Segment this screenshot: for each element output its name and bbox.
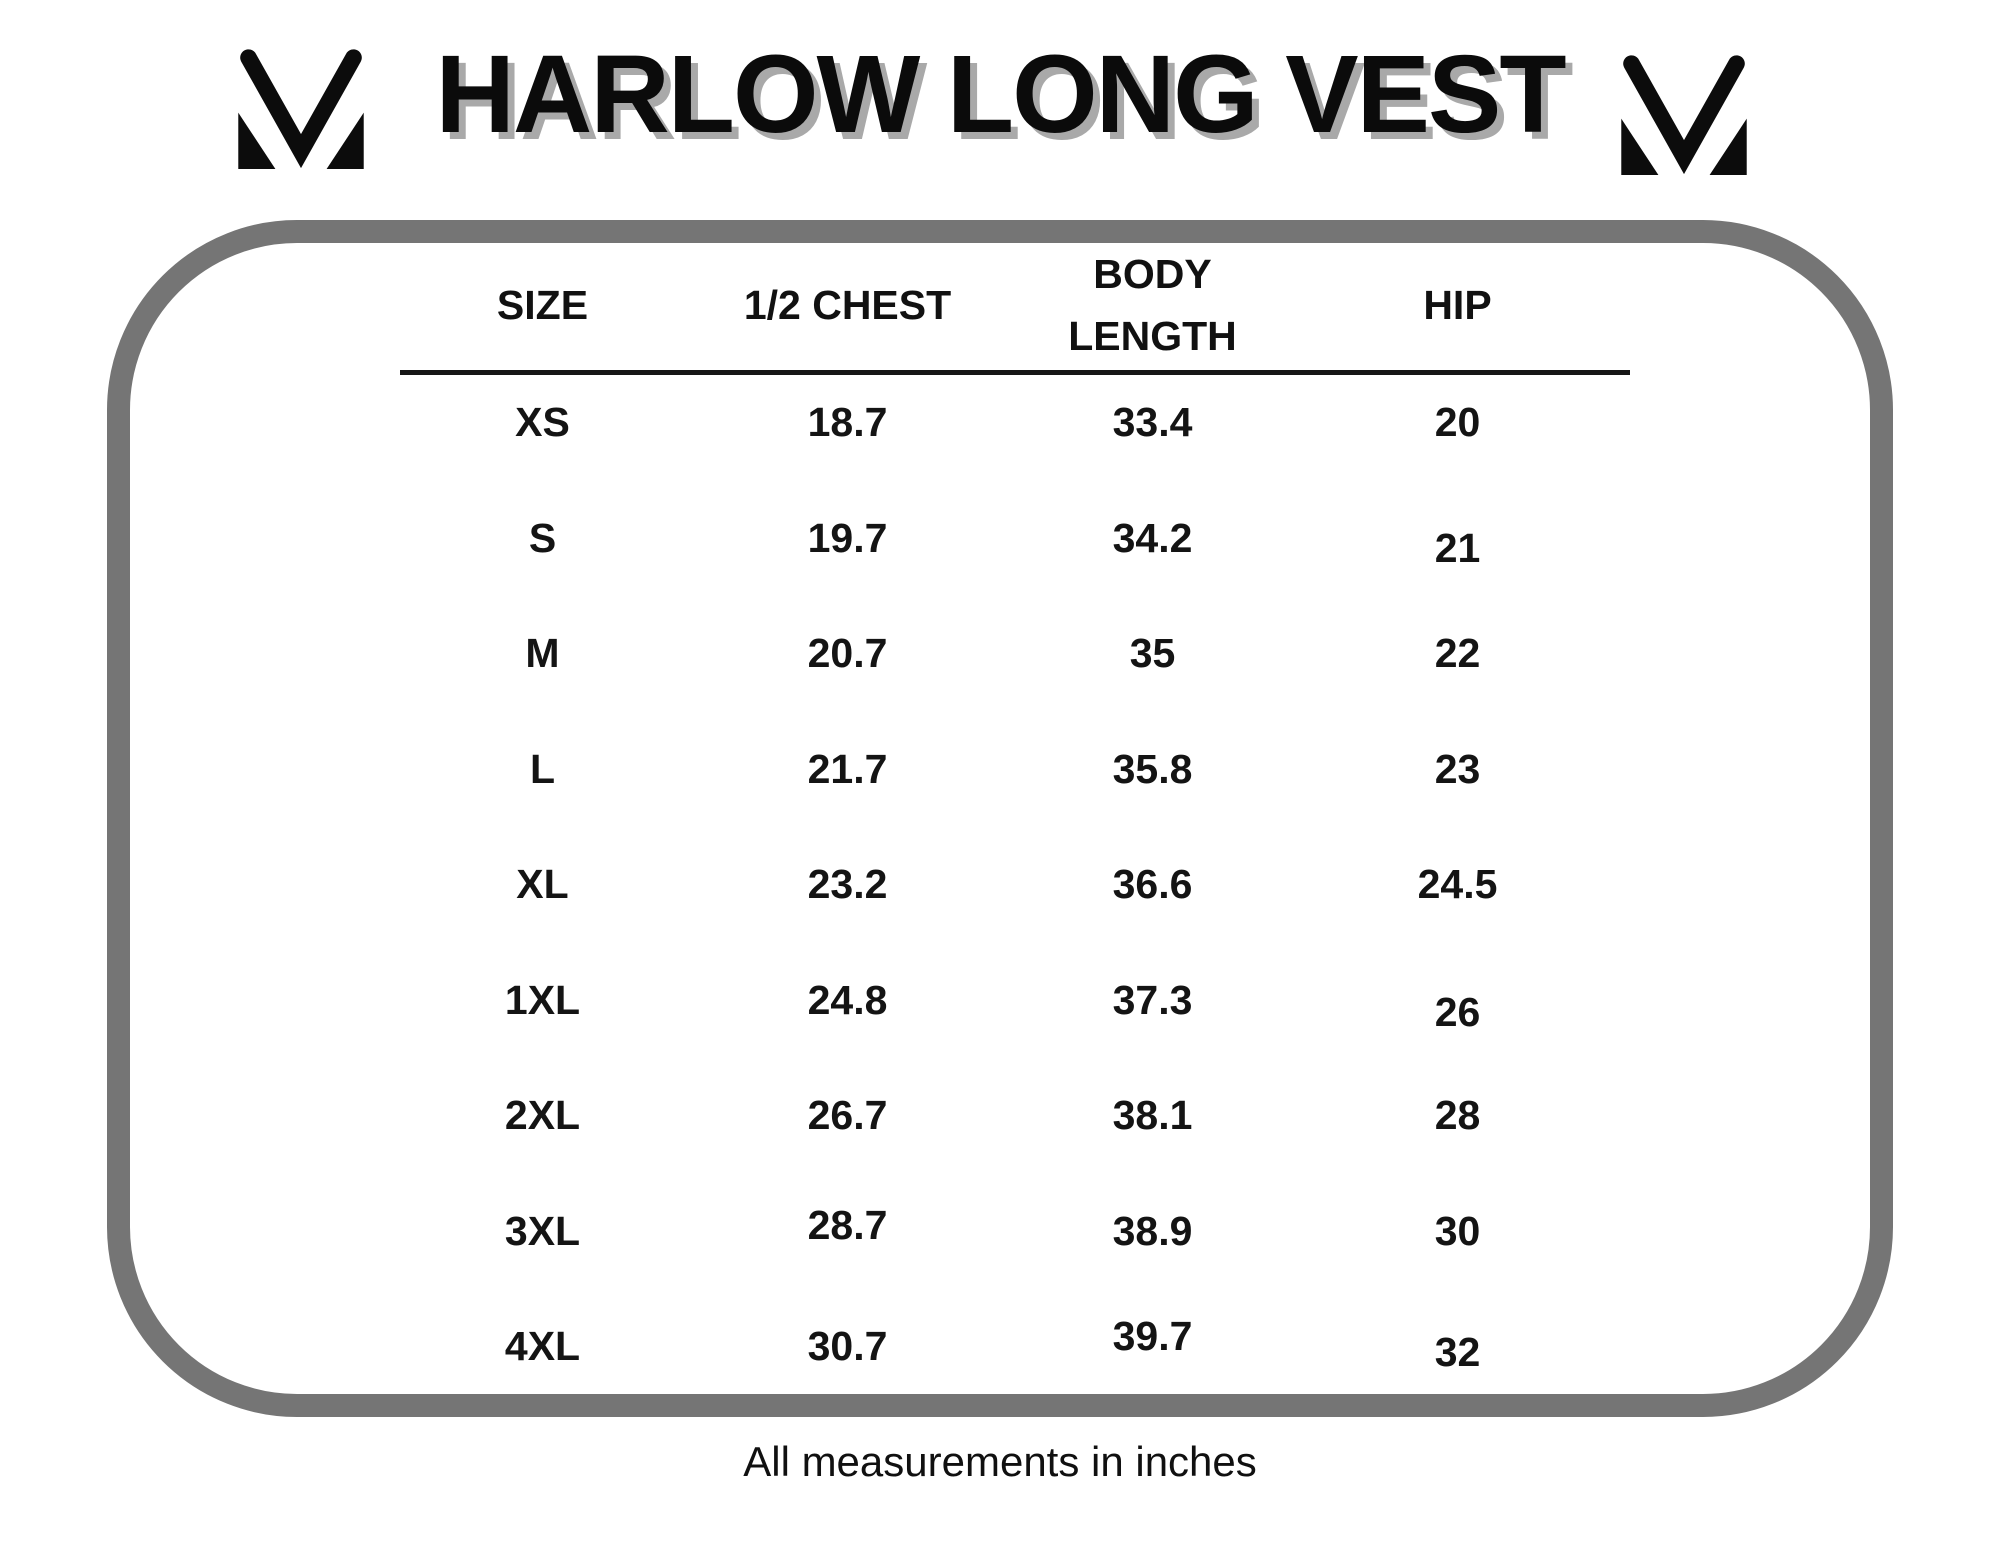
table-header-row: SIZE 1/2 CHEST BODY LENGTH HIP	[390, 243, 1610, 368]
body-length-cell: 33.4	[1112, 399, 1193, 446]
header-size: SIZE	[390, 243, 695, 368]
size-cell: XL	[516, 861, 569, 908]
body-length-cell: 39.7	[1112, 1313, 1193, 1360]
body-length-cell: 35.8	[1112, 745, 1193, 792]
brand-monogram-icon-left	[238, 49, 364, 169]
chest-cell: 18.7	[807, 399, 888, 446]
hip-cell: 22	[1434, 630, 1481, 677]
header-body-length-label: BODY LENGTH	[1068, 251, 1237, 359]
table-row: S 19.7 34.2 21	[390, 481, 1610, 597]
size-cell: 4XL	[504, 1323, 581, 1370]
brand-monogram-icon-right	[1621, 55, 1747, 175]
hip-cell: 23	[1434, 745, 1481, 792]
body-length-cell: 38.9	[1112, 1207, 1193, 1254]
chest-cell: 20.7	[807, 630, 888, 677]
table-row: 3XL 28.7 38.9 30	[390, 1174, 1610, 1290]
header-body-length: BODY LENGTH	[1000, 243, 1305, 368]
header-hip-label: HIP	[1423, 281, 1492, 328]
size-cell: M	[525, 630, 560, 677]
hip-cell: 30	[1434, 1207, 1481, 1254]
table-row: XL 23.2 36.6 24.5	[390, 827, 1610, 943]
table-row: L 21.7 35.8 23	[390, 712, 1610, 828]
hip-cell: 26	[1434, 988, 1481, 1035]
body-length-cell: 38.1	[1112, 1092, 1193, 1139]
header-half-chest-label: 1/2 CHEST	[743, 281, 952, 328]
size-chart-border-box	[107, 220, 1893, 1417]
chest-cell: 28.7	[807, 1201, 888, 1248]
header-underline	[400, 370, 1630, 375]
header-hip: HIP	[1305, 243, 1610, 368]
header-size-label: SIZE	[496, 281, 589, 328]
table-body: XS 18.7 33.4 20 S 19.7 34.2 21 M 20.7 35 22 L 21.7 35.…	[390, 365, 1610, 1405]
chest-cell: 24.8	[807, 976, 888, 1023]
hip-cell: 24.5	[1417, 861, 1498, 908]
chest-cell: 23.2	[807, 861, 888, 908]
size-cell: 1XL	[504, 976, 581, 1023]
body-length-cell: 34.2	[1112, 514, 1193, 561]
hip-cell: 32	[1434, 1329, 1481, 1376]
chest-cell: 30.7	[807, 1323, 888, 1370]
table-row: M 20.7 35 22	[390, 596, 1610, 712]
body-length-cell: 36.6	[1112, 861, 1193, 908]
chest-cell: 21.7	[807, 745, 888, 792]
measurements-footnote: All measurements in inches	[743, 1438, 1257, 1485]
size-cell: XS	[515, 399, 570, 446]
size-cell: S	[528, 514, 557, 561]
size-cell: L	[529, 745, 556, 792]
page-title: HARLOW LONG VEST	[435, 33, 1566, 156]
size-cell: 2XL	[504, 1092, 581, 1139]
chest-cell: 19.7	[807, 514, 888, 561]
chest-cell: 26.7	[807, 1092, 888, 1139]
table-row: XS 18.7 33.4 20	[390, 365, 1610, 481]
body-length-cell: 37.3	[1112, 976, 1193, 1023]
table-row: 2XL 26.7 38.1 28	[390, 1058, 1610, 1174]
table-row: 1XL 24.8 37.3 26	[390, 943, 1610, 1059]
hip-cell: 21	[1434, 524, 1481, 571]
hip-cell: 20	[1434, 399, 1481, 446]
hip-cell: 28	[1434, 1092, 1481, 1139]
header-half-chest: 1/2 CHEST	[695, 243, 1000, 368]
body-length-cell: 35	[1129, 630, 1176, 677]
table-row: 4XL 30.7 39.7 32	[390, 1289, 1610, 1405]
size-cell: 3XL	[504, 1207, 581, 1254]
